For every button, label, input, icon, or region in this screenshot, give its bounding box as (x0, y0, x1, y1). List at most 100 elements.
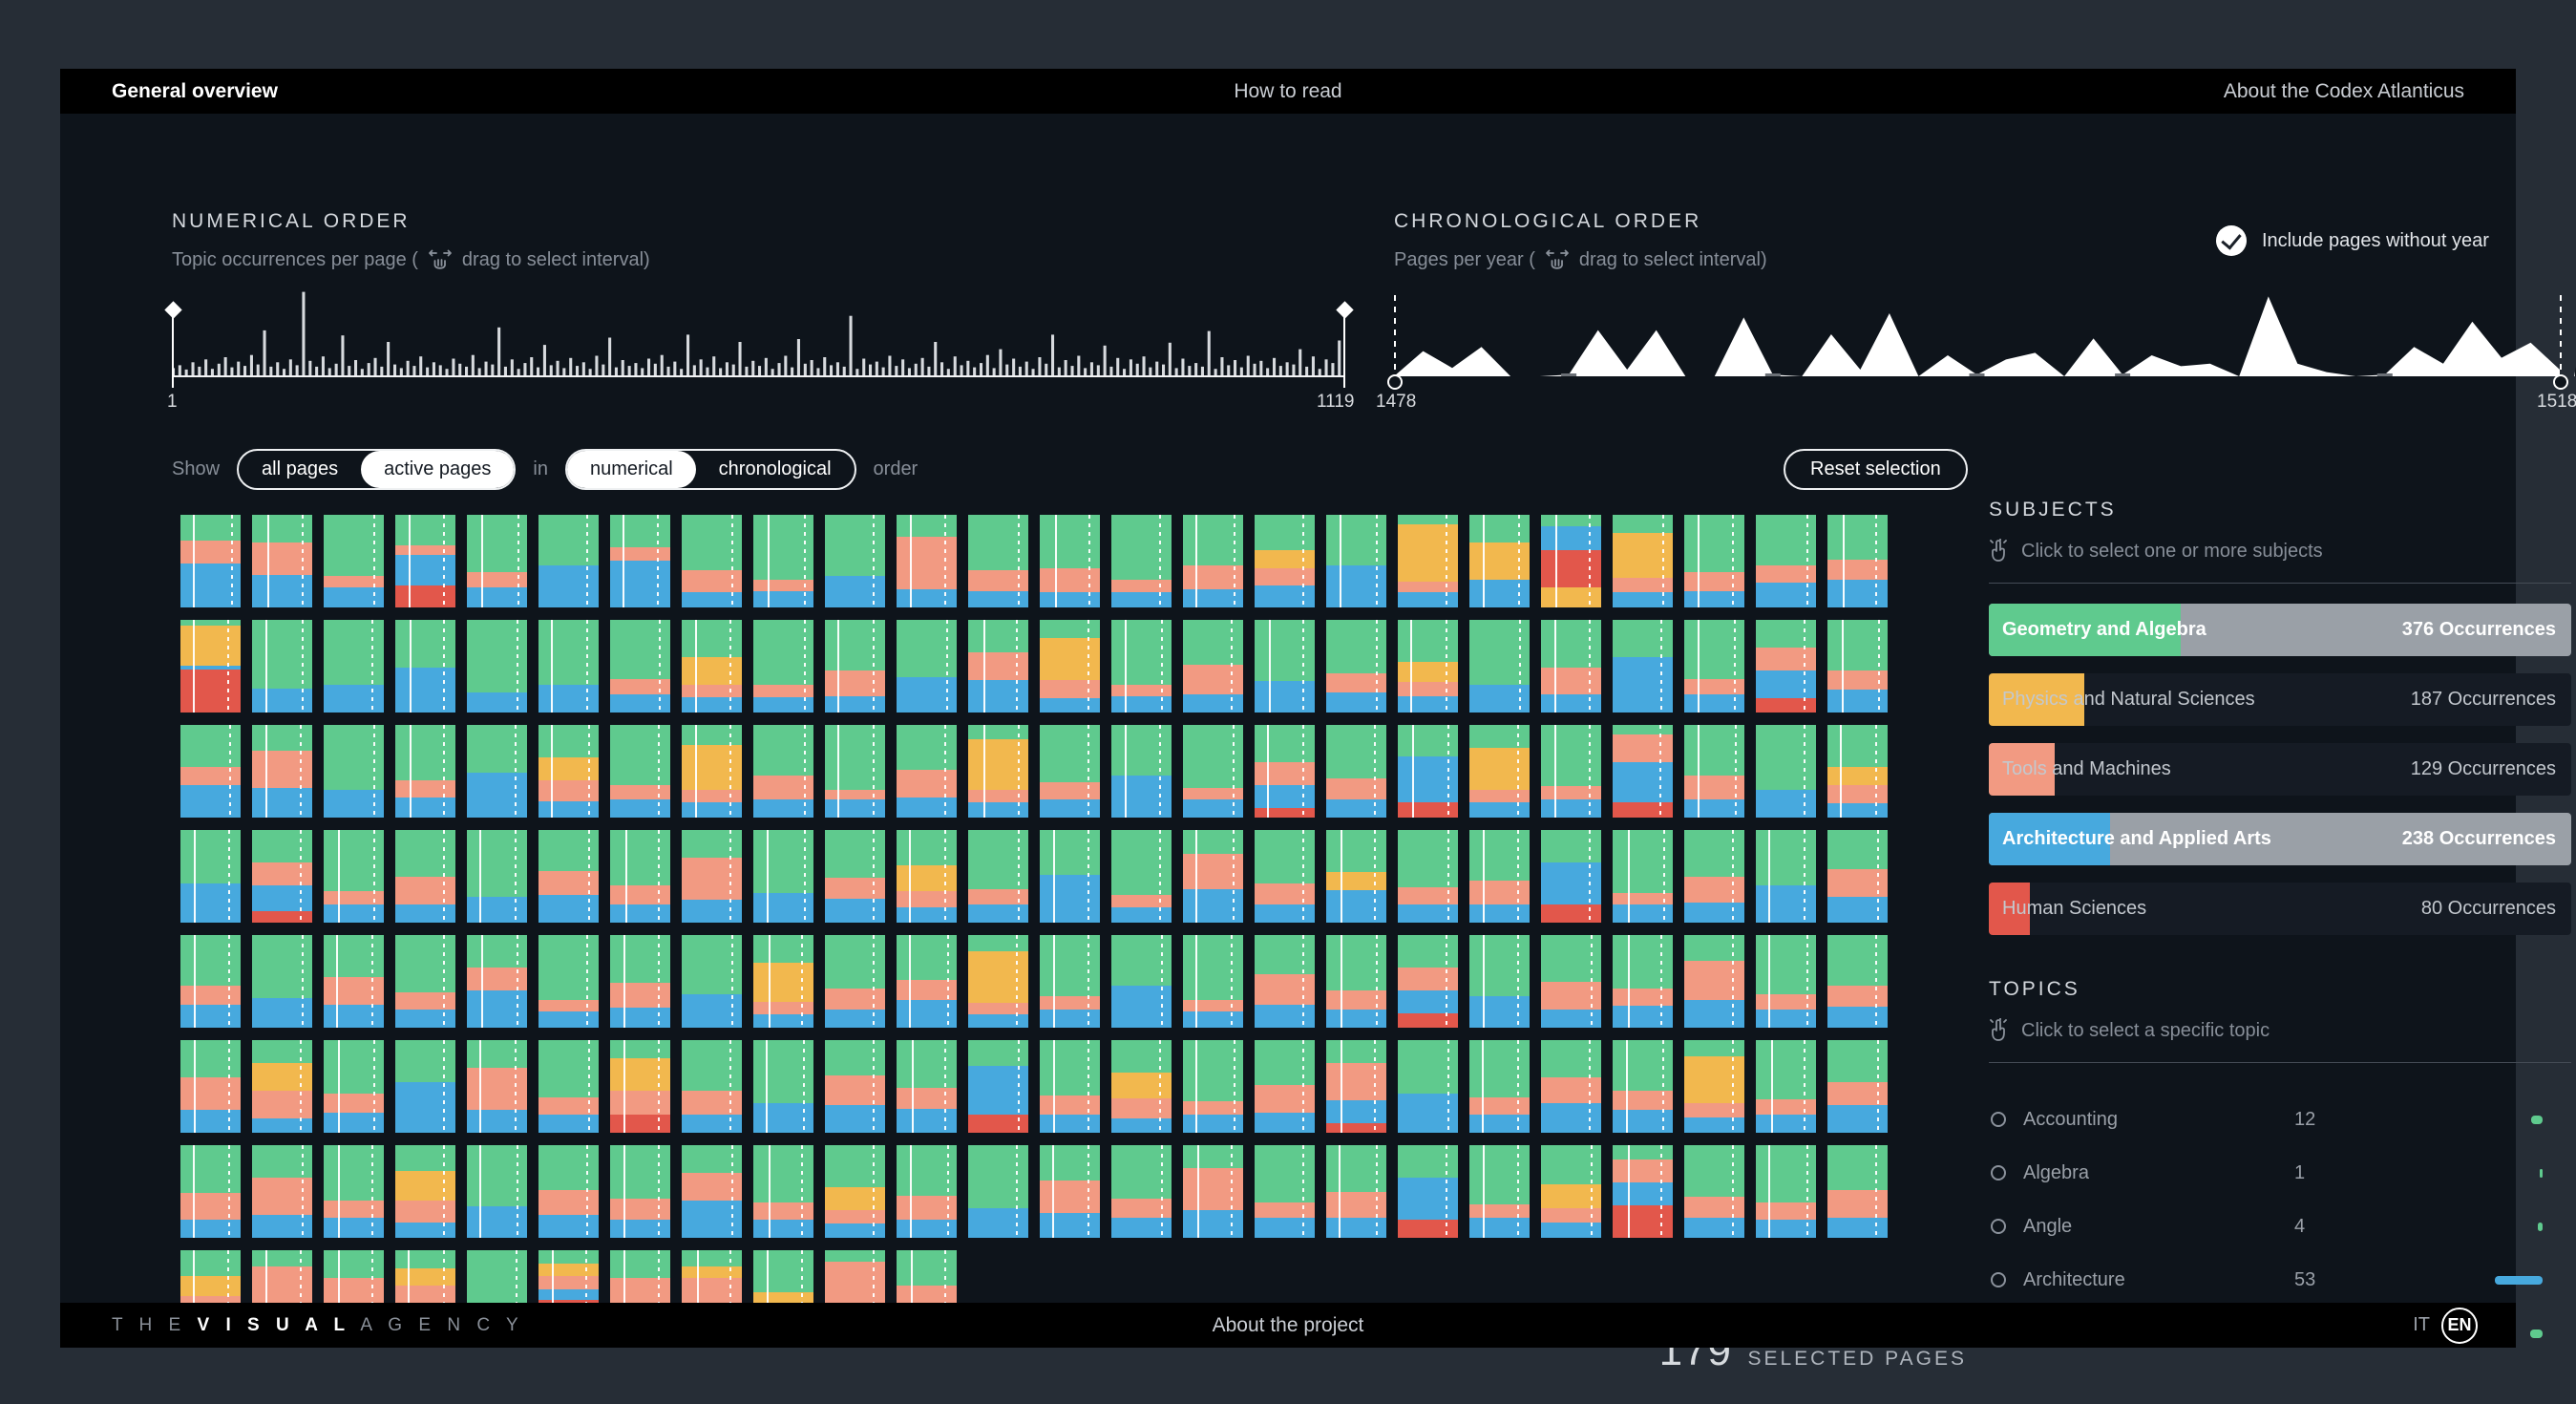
page-cell[interactable] (1827, 935, 1888, 1028)
page-cell[interactable] (1040, 935, 1100, 1028)
page-cell[interactable] (1326, 830, 1386, 923)
page-cell[interactable] (1827, 830, 1888, 923)
topic-row[interactable]: Architecture 53 (1989, 1261, 2571, 1299)
numerical-histogram[interactable] (172, 291, 1344, 377)
chronological-range-end-circle[interactable] (2553, 374, 2568, 390)
page-cell[interactable] (1040, 515, 1100, 607)
page-cell[interactable] (395, 725, 455, 818)
page-cell[interactable] (467, 830, 527, 923)
page-cell[interactable] (1398, 1040, 1458, 1133)
page-cell[interactable] (1756, 830, 1816, 923)
page-cell[interactable] (825, 515, 885, 607)
topic-radio-icon[interactable] (1991, 1165, 2006, 1181)
topic-radio-icon[interactable] (1991, 1112, 2006, 1127)
page-cell[interactable] (610, 935, 670, 1028)
page-cell[interactable] (324, 620, 384, 713)
page-cell[interactable] (1111, 935, 1172, 1028)
page-cell[interactable] (897, 830, 957, 923)
page-cell[interactable] (897, 725, 957, 818)
subject-row[interactable]: Tools and Machines 129 Occurrences (1989, 743, 2571, 796)
page-cell[interactable] (324, 935, 384, 1028)
page-cell[interactable] (682, 830, 742, 923)
page-cell[interactable] (324, 830, 384, 923)
chronological-range-start-circle[interactable] (1387, 374, 1403, 390)
page-cell[interactable] (1613, 830, 1673, 923)
page-cell[interactable] (1183, 515, 1243, 607)
filter-all-pages[interactable]: all pages (262, 458, 339, 479)
page-cell[interactable] (897, 935, 957, 1028)
page-cell[interactable] (252, 830, 312, 923)
page-cell[interactable] (180, 515, 241, 607)
page-cell[interactable] (897, 1145, 957, 1238)
page-cell[interactable] (825, 935, 885, 1028)
page-cell[interactable] (538, 725, 599, 818)
page-cell[interactable] (1255, 1145, 1315, 1238)
order-chronological[interactable]: chronological (718, 458, 832, 479)
page-cell[interactable] (1684, 830, 1744, 923)
page-cell[interactable] (1398, 515, 1458, 607)
page-cell[interactable] (1111, 1040, 1172, 1133)
page-cell[interactable] (252, 620, 312, 713)
page-cell[interactable] (610, 830, 670, 923)
numerical-range-start-handle[interactable] (172, 304, 174, 388)
page-cell[interactable] (1827, 620, 1888, 713)
page-cell[interactable] (252, 1040, 312, 1133)
page-cell[interactable] (1684, 935, 1744, 1028)
page-cell[interactable] (753, 1145, 813, 1238)
page-cell[interactable] (825, 1040, 885, 1133)
page-cell[interactable] (538, 515, 599, 607)
page-cell[interactable] (1613, 1040, 1673, 1133)
page-cell[interactable] (1469, 935, 1530, 1028)
page-cell[interactable] (1469, 1040, 1530, 1133)
page-cell[interactable] (1040, 1040, 1100, 1133)
page-cell[interactable] (1827, 1040, 1888, 1133)
lang-it[interactable]: IT (2413, 1314, 2430, 1335)
page-cell[interactable] (1756, 620, 1816, 713)
page-cell[interactable] (610, 1145, 670, 1238)
page-cell[interactable] (1756, 725, 1816, 818)
page-cell[interactable] (1684, 1040, 1744, 1133)
page-cell[interactable] (324, 725, 384, 818)
page-cell[interactable] (1827, 1145, 1888, 1238)
page-cell[interactable] (825, 1145, 885, 1238)
the-visual-agency-logo[interactable]: T H E V I S U A L A G E N C Y (60, 1315, 576, 1336)
page-cell[interactable] (1756, 935, 1816, 1028)
page-cell[interactable] (1111, 830, 1172, 923)
page-cell[interactable] (753, 1040, 813, 1133)
page-cell[interactable] (1541, 620, 1601, 713)
page-cell[interactable] (1326, 1145, 1386, 1238)
page-cell[interactable] (1469, 1145, 1530, 1238)
page-cell[interactable] (1756, 515, 1816, 607)
topic-radio-icon[interactable] (1991, 1219, 2006, 1234)
page-cell[interactable] (467, 1040, 527, 1133)
page-cell[interactable] (252, 515, 312, 607)
page-cell[interactable] (1183, 830, 1243, 923)
page-cell[interactable] (1255, 620, 1315, 713)
page-cell[interactable] (395, 1040, 455, 1133)
page-cell[interactable] (1398, 725, 1458, 818)
page-cell[interactable] (467, 725, 527, 818)
page-cell[interactable] (1255, 515, 1315, 607)
nav-how-to-read[interactable]: How to read (1234, 79, 1342, 102)
page-cell[interactable] (1398, 935, 1458, 1028)
page-cell[interactable] (1111, 725, 1172, 818)
subject-row[interactable]: Geometry and Algebra 376 Occurrences (1989, 604, 2571, 656)
page-cell[interactable] (538, 620, 599, 713)
page-cell[interactable] (538, 1040, 599, 1133)
page-cell[interactable] (1111, 620, 1172, 713)
page-cell[interactable] (1255, 1040, 1315, 1133)
page-cell[interactable] (1183, 935, 1243, 1028)
page-cell[interactable] (395, 1145, 455, 1238)
page-cell[interactable] (1684, 725, 1744, 818)
page-cell[interactable] (1541, 1145, 1601, 1238)
page-cell[interactable] (180, 1145, 241, 1238)
page-cell[interactable] (180, 1040, 241, 1133)
page-cell[interactable] (538, 935, 599, 1028)
page-cell[interactable] (252, 1145, 312, 1238)
page-cell[interactable] (180, 830, 241, 923)
page-cell[interactable] (897, 515, 957, 607)
page-cell[interactable] (1469, 725, 1530, 818)
subject-row[interactable]: Architecture and Applied Arts 238 Occurre… (1989, 813, 2571, 865)
page-cell[interactable] (1541, 515, 1601, 607)
chronological-range-end-handle[interactable] (2560, 295, 2562, 376)
